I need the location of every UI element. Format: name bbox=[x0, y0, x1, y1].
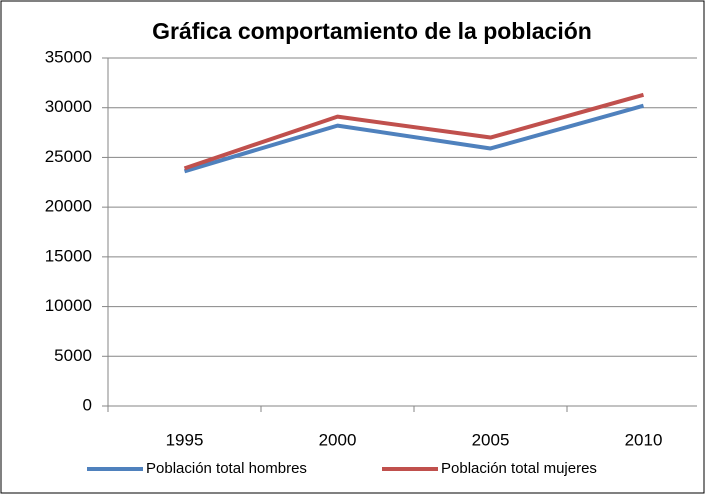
series-line bbox=[183, 92, 645, 171]
x-tick-label: 1995 bbox=[166, 430, 204, 449]
y-tick-label: 10000 bbox=[45, 296, 92, 315]
legend-label: Población total hombres bbox=[146, 460, 307, 477]
y-tick-label: 20000 bbox=[45, 197, 92, 216]
y-tick-label: 25000 bbox=[45, 147, 92, 166]
x-tick-label: 2010 bbox=[625, 430, 663, 449]
chart-title: Gráfica comportamiento de la población bbox=[152, 18, 592, 44]
y-tick-label: 35000 bbox=[45, 47, 92, 66]
legend-label: Población total mujeres bbox=[441, 460, 597, 477]
y-tick-label: 0 bbox=[83, 395, 92, 414]
x-tick-label: 2000 bbox=[319, 430, 357, 449]
x-tick-label: 2005 bbox=[472, 430, 510, 449]
y-tick-label: 30000 bbox=[45, 97, 92, 116]
series-line bbox=[183, 103, 645, 174]
y-tick-label: 15000 bbox=[45, 246, 92, 265]
y-tick-label: 5000 bbox=[54, 346, 92, 365]
